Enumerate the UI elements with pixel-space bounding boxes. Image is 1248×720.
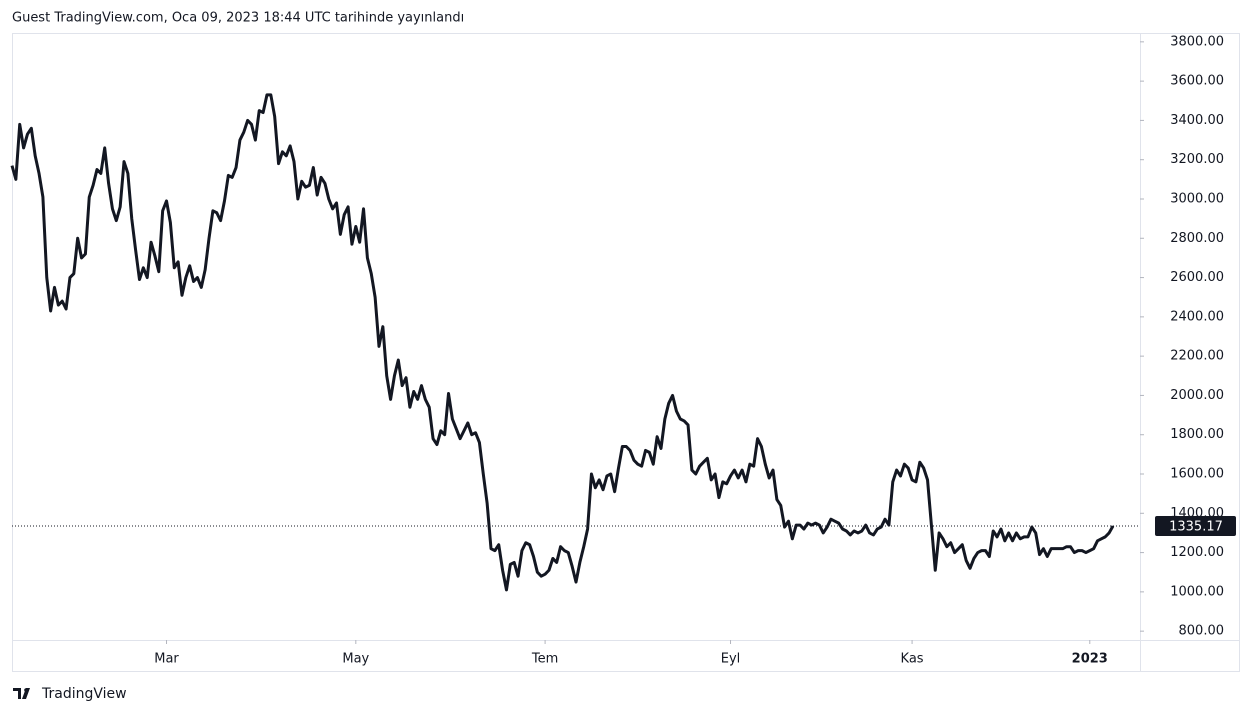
x-tick-label: May (342, 652, 369, 667)
y-tick-label: 1000.00 (1170, 584, 1224, 599)
x-tick-label: Kas (901, 652, 924, 667)
frame (12, 33, 1240, 672)
y-tick-label: 2000.00 (1170, 388, 1224, 403)
logo (13, 688, 30, 699)
x-tick-label: Eyl (721, 652, 741, 667)
footer-brand: TradingView (41, 686, 127, 702)
y-tick-label: 2600.00 (1170, 270, 1224, 285)
y-tick-label: 3200.00 (1170, 152, 1224, 167)
y-tick-label: 2400.00 (1170, 309, 1224, 324)
header-title: Guest TradingView.com, Oca 09, 2023 18:4… (12, 11, 464, 26)
y-tick-label: 1800.00 (1170, 427, 1224, 442)
price-line (10, 93, 1115, 592)
last-price-badge (1155, 516, 1236, 537)
x-tick-label: Tem (531, 652, 558, 667)
y-tick-label: 1200.00 (1170, 545, 1224, 560)
x-tick-label: Mar (154, 652, 179, 667)
logo-dot (24, 688, 28, 692)
y-tick-label: 800.00 (1179, 624, 1225, 639)
y-tick-label: 3400.00 (1170, 113, 1224, 128)
x-tick-label: 2023 (1072, 652, 1108, 667)
y-tick-label: 2200.00 (1170, 349, 1224, 364)
y-tick-label: 3600.00 (1170, 74, 1224, 89)
last-price-label: 1335.17 (1169, 520, 1223, 535)
y-tick-label: 3800.00 (1170, 34, 1224, 49)
y-tick-label: 3000.00 (1170, 191, 1224, 206)
y-tick-label: 1600.00 (1170, 467, 1224, 482)
y-tick-label: 2800.00 (1170, 231, 1224, 246)
